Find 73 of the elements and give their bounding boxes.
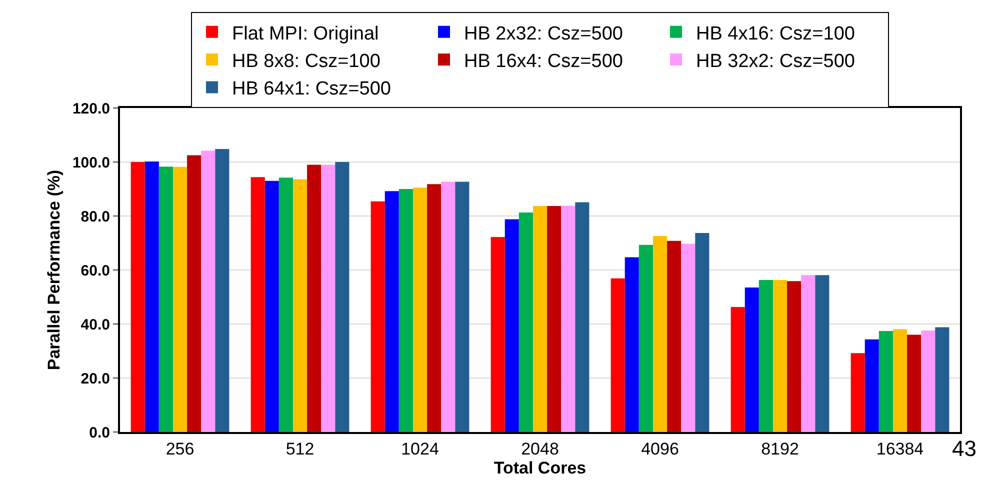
bar <box>730 306 745 432</box>
bar <box>292 179 308 432</box>
y-tick-label: 0.0 <box>89 424 110 442</box>
x-axis-title: Total Cores <box>494 458 586 478</box>
bar <box>935 327 950 432</box>
legend-label: Flat MPI: Original <box>232 23 379 44</box>
bar <box>624 257 639 432</box>
bar <box>610 278 625 432</box>
bar <box>321 164 336 432</box>
bar <box>892 329 908 432</box>
legend-label: HB 16x4: Csz=500 <box>464 50 623 72</box>
bar <box>172 166 188 432</box>
bar <box>695 233 710 432</box>
bar <box>250 177 265 432</box>
text: 43 <box>952 436 976 461</box>
bar <box>441 182 456 432</box>
y-tick-label: 100.0 <box>72 154 110 172</box>
bar <box>772 280 788 432</box>
bar <box>335 162 350 432</box>
x-tick-label: 512 <box>286 439 314 458</box>
bar <box>215 149 230 432</box>
bar <box>681 244 696 432</box>
bar <box>307 164 322 432</box>
bar <box>201 150 216 432</box>
bar <box>850 353 865 432</box>
bar <box>547 206 562 432</box>
bar <box>744 288 759 432</box>
bar <box>427 184 442 432</box>
bar <box>130 162 145 432</box>
bar <box>518 212 533 432</box>
bar <box>667 240 682 432</box>
bar <box>490 237 505 432</box>
bar <box>384 191 399 432</box>
bar <box>144 161 159 432</box>
x-tick-label: 4096 <box>641 439 679 458</box>
bar <box>532 206 548 432</box>
bar <box>561 206 576 432</box>
bar <box>398 189 413 432</box>
bar <box>815 275 830 432</box>
y-tick-label: 60.0 <box>80 262 110 280</box>
bar <box>575 202 590 432</box>
bar <box>907 334 922 432</box>
bar <box>370 201 385 432</box>
bar <box>187 155 202 432</box>
bar <box>158 166 173 432</box>
bar <box>758 280 773 432</box>
bar <box>921 330 936 432</box>
bar <box>264 180 279 432</box>
y-axis-title: Parallel Performance (%) <box>44 170 64 370</box>
legend-label: HB 8x8: Csz=100 <box>232 50 380 72</box>
legend-label: HB 64x1: Csz=500 <box>232 78 391 100</box>
bar <box>787 281 802 432</box>
x-tick-label: 256 <box>166 439 194 458</box>
bar <box>652 236 668 432</box>
y-tick-label: 20.0 <box>80 370 110 388</box>
bar <box>412 188 428 432</box>
bar <box>504 219 519 432</box>
x-tick-label: 16384 <box>876 439 924 458</box>
x-tick-label: 8192 <box>761 439 799 458</box>
bar <box>278 178 293 432</box>
bar <box>864 339 879 432</box>
bar <box>878 331 893 432</box>
x-tick-label: 1024 <box>401 439 439 458</box>
bar <box>455 182 470 432</box>
x-tick-label: 2048 <box>521 439 559 458</box>
bar <box>801 275 816 432</box>
legend-label: HB 32x2: Csz=500 <box>696 50 855 72</box>
y-tick-label: 40.0 <box>80 316 110 334</box>
y-tick-label: 120.0 <box>72 100 110 118</box>
legend-label: HB 2x32: Csz=500 <box>464 23 623 44</box>
legend-label: HB 4x16: Csz=100 <box>696 23 855 44</box>
y-tick-label: 80.0 <box>80 208 110 226</box>
bar <box>638 244 653 432</box>
